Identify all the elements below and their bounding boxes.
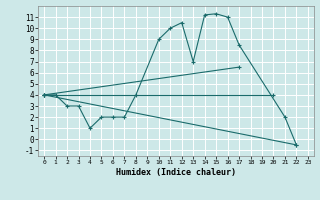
X-axis label: Humidex (Indice chaleur): Humidex (Indice chaleur) bbox=[116, 168, 236, 177]
